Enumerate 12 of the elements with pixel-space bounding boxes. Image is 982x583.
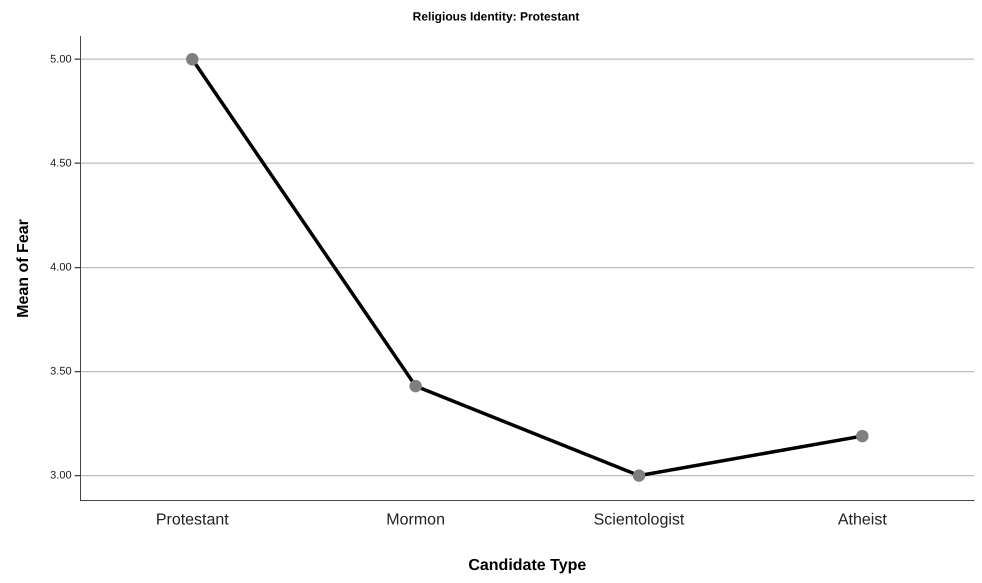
x-tick-label: Mormon	[386, 512, 445, 529]
x-tick-label: Atheist	[838, 512, 888, 529]
x-axis-title: Candidate Type	[468, 556, 586, 574]
x-tick-label: Protestant	[156, 512, 230, 529]
y-tick-label: 4.00	[50, 261, 72, 274]
y-tick-label: 3.00	[50, 470, 72, 482]
y-tick-label: 3.50	[50, 366, 72, 378]
y-tick-label: 4.50	[50, 157, 72, 170]
chart-title: Religious Identity: Protestant	[412, 10, 580, 24]
x-tick-label: Scientologist	[594, 512, 685, 529]
y-axis-title: Mean of Fear	[15, 219, 32, 318]
y-tick-label: 5.00	[50, 53, 72, 66]
